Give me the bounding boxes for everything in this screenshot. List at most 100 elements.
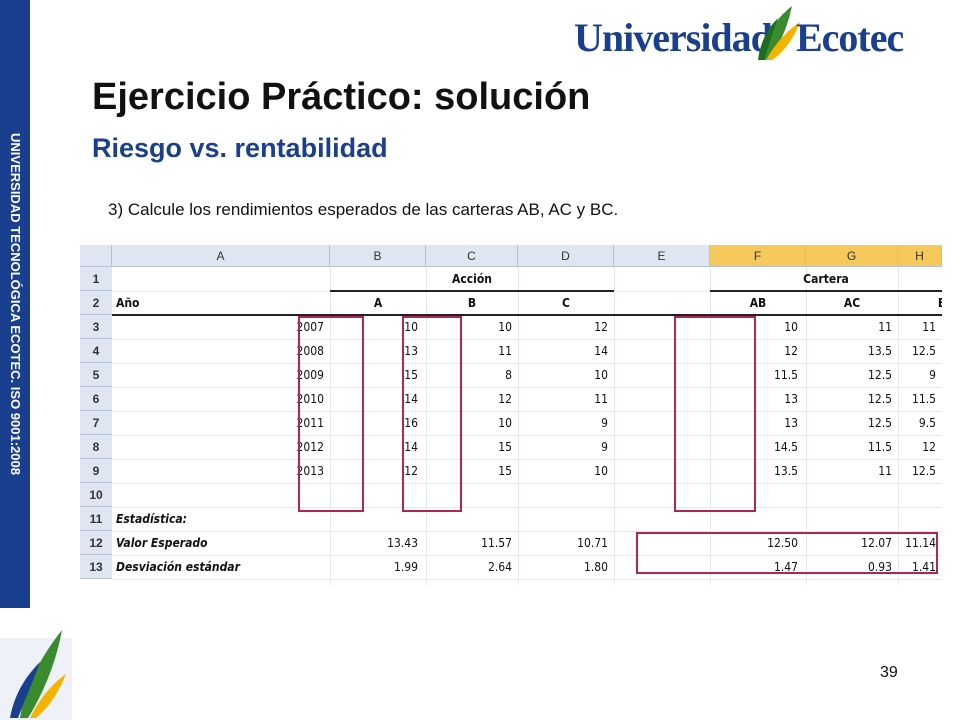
row-header-6: 6	[80, 387, 112, 411]
header-a: A	[373, 296, 383, 310]
row-header-4: 4	[80, 339, 112, 363]
table-cell-ab: 14.5	[773, 440, 798, 454]
gridline	[112, 579, 942, 580]
table-cell-ac: 13.5	[867, 344, 892, 358]
table-cell-ac: 12.5	[867, 368, 892, 382]
row-header-12: 12	[80, 531, 112, 555]
column-header-d: D	[518, 245, 614, 267]
row-header-7: 7	[80, 411, 112, 435]
logo-text-universidad: Universidad	[574, 15, 773, 60]
side-band	[0, 0, 30, 608]
table-cell-ab: 12	[784, 344, 798, 358]
slide-subtitle: Riesgo vs. rentabilidad	[92, 133, 388, 163]
gridline	[898, 267, 899, 585]
stdev-ac: 0.93	[867, 560, 892, 574]
table-cell-bc: 9.5	[918, 416, 936, 430]
stats-label: Estadística:	[116, 512, 187, 526]
gridline	[112, 555, 942, 556]
expected-value-bc: 11.14	[905, 536, 936, 550]
leaf-decoration-icon	[0, 630, 72, 720]
sheet-corner	[80, 245, 112, 267]
table-cell-a: 10	[404, 320, 418, 334]
header-year: Año	[116, 296, 140, 310]
expected-value-b: 11.57	[481, 536, 512, 550]
row-header-13: 13	[80, 555, 112, 579]
stdev-a: 1.99	[393, 560, 418, 574]
highlight-box-expected-portfolios	[636, 532, 938, 574]
header-b: B	[467, 296, 477, 310]
group-underline	[710, 290, 942, 292]
column-header-h: H	[898, 245, 942, 267]
university-logo: Universidad Ecotec	[574, 0, 944, 66]
row-header-8: 8	[80, 435, 112, 459]
table-cell-bc: 12.5	[911, 464, 936, 478]
column-header-c: C	[426, 245, 518, 267]
table-cell-year: 2009	[296, 368, 324, 382]
expected-value-ab: 12.50	[767, 536, 798, 550]
gridline	[710, 267, 711, 585]
header-c: C	[562, 296, 570, 310]
table-cell-ac: 12.5	[867, 392, 892, 406]
table-cell-a: 15	[404, 368, 418, 382]
expected-value-a: 13.43	[387, 536, 418, 550]
table-cell-c: 10	[594, 368, 608, 382]
highlight-box-b	[402, 316, 462, 512]
table-cell-year: 2012	[296, 440, 324, 454]
row-header-3: 3	[80, 315, 112, 339]
table-cell-bc: 11	[922, 320, 936, 334]
table-cell-a: 16	[404, 416, 418, 430]
table-cell-c: 14	[594, 344, 608, 358]
stdev-label: Desviación estándar	[116, 560, 240, 574]
instruction-text: 3) Calcule los rendimientos esperados de…	[108, 200, 619, 219]
table-cell-c: 9	[601, 416, 608, 430]
row-header-1: 1	[80, 267, 112, 291]
stdev-ab: 1.47	[773, 560, 798, 574]
table-cell-ab: 13	[784, 392, 798, 406]
stdev-bc: 1.41	[911, 560, 936, 574]
gridline	[112, 411, 942, 412]
table-cell-b: 11	[498, 344, 512, 358]
table-cell-a: 12	[404, 464, 418, 478]
row-header-5: 5	[80, 363, 112, 387]
row-header-11: 11	[80, 507, 112, 531]
gridline	[426, 267, 427, 585]
table-cell-ab: 13	[784, 416, 798, 430]
table-cell-b: 10	[498, 320, 512, 334]
gridline	[112, 363, 942, 364]
gridline	[112, 339, 942, 340]
table-cell-ac: 11	[878, 320, 892, 334]
gridline	[112, 507, 942, 508]
gridline	[518, 267, 519, 585]
table-cell-c: 9	[601, 440, 608, 454]
expected-value-label: Valor Esperado	[116, 536, 208, 550]
table-cell-ab: 11.5	[773, 368, 798, 382]
table-cell-ac: 11.5	[867, 440, 892, 454]
column-header-b: B	[330, 245, 426, 267]
slide-title: Ejercicio Práctico: solución	[92, 76, 591, 118]
table-cell-year: 2007	[296, 320, 324, 334]
table-cell-b: 10	[498, 416, 512, 430]
gridline	[330, 267, 331, 585]
highlight-box-ab	[674, 316, 756, 512]
column-header-a: A	[112, 245, 330, 267]
gridline	[112, 459, 942, 460]
table-cell-c: 12	[594, 320, 608, 334]
table-cell-ac: 11	[878, 464, 892, 478]
stdev-c: 1.80	[583, 560, 608, 574]
table-cell-a: 14	[404, 392, 418, 406]
group-header-cartera: Cartera	[803, 272, 849, 286]
table-cell-year: 2010	[296, 392, 324, 406]
gridline	[112, 435, 942, 436]
group-header-accion: Acción	[452, 272, 492, 286]
row-header-2: 2	[80, 291, 112, 315]
header-bc: BC	[898, 291, 942, 315]
table-cell-b: 12	[498, 392, 512, 406]
page-number: 39	[880, 664, 898, 681]
column-header-e: E	[614, 245, 710, 267]
table-cell-a: 14	[404, 440, 418, 454]
spreadsheet-image: A B C D E F G H 1 2 3 4 5 6 7 8 9 10 11 …	[80, 245, 942, 585]
gridline	[112, 483, 942, 484]
table-cell-a: 13	[404, 344, 418, 358]
table-cell-year: 2011	[296, 416, 324, 430]
table-cell-ab: 13.5	[773, 464, 798, 478]
